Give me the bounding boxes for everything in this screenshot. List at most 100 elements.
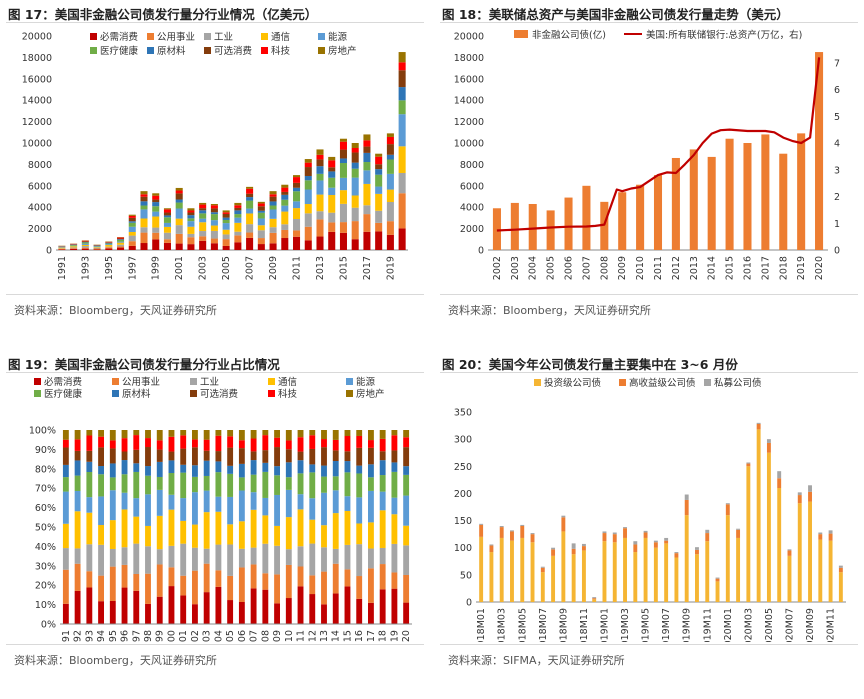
chart-fig19: 0%10%20%30%40%50%60%70%80%90%100%1991199… (29, 376, 412, 642)
bar-segment (163, 239, 171, 243)
bar-segment (332, 563, 339, 594)
bar-segment (250, 438, 257, 452)
bar-segment (520, 526, 525, 538)
figure-title: 图 19：美国非金融公司债发行量分行业占比情况 (8, 357, 280, 372)
x-tick-label: 2003 (510, 256, 521, 280)
bar-segment (257, 225, 265, 231)
x-tick-label: 2005 (221, 256, 232, 280)
bar-segment (238, 430, 245, 441)
bar-segment (152, 239, 160, 250)
bar-segment (234, 202, 242, 206)
x-tick-label: 2005 (546, 256, 557, 280)
bar-segment (262, 471, 269, 498)
legend-label: 公用事业 (157, 31, 195, 43)
bar-segment (285, 489, 292, 518)
legend-swatch (318, 33, 325, 40)
legend-swatch (534, 379, 541, 386)
y-tick-label: 20% (35, 581, 56, 592)
bar-segment (262, 573, 269, 590)
bar-segment (281, 238, 289, 250)
bar-segment (386, 221, 394, 235)
bar-segment (304, 240, 312, 250)
bar-segment (152, 199, 160, 203)
bar-segment (293, 187, 301, 192)
bar-segment (633, 552, 638, 602)
bar-segment (736, 528, 741, 530)
bar-segment (238, 448, 245, 464)
bar-segment (684, 494, 689, 500)
bar-segment (339, 177, 347, 191)
bar-segment (187, 210, 195, 213)
bar-segment (222, 219, 230, 224)
bar-segment (86, 497, 93, 513)
bar-segment (210, 220, 218, 226)
bar-segment (168, 545, 175, 568)
title-rule (6, 372, 424, 373)
bar-segment (398, 62, 406, 71)
bar-segment (386, 159, 394, 174)
bar-segment (285, 449, 292, 463)
bar-segment (351, 162, 359, 169)
bar-segment (128, 221, 136, 223)
bar-segment (363, 205, 371, 215)
bar-segment (192, 465, 198, 477)
bar-segment (227, 544, 234, 576)
bar-segment (316, 219, 324, 237)
bar-segment (70, 247, 78, 249)
bar-segment (339, 203, 347, 223)
bar-segment (156, 476, 163, 490)
bar-segment (332, 430, 339, 440)
bar-segment (70, 248, 78, 250)
bar-segment (386, 202, 394, 222)
bar-segment (725, 503, 730, 505)
bar-segment (105, 247, 113, 249)
bar-segment (375, 231, 383, 250)
x-tick-label: 2018M03 (497, 608, 508, 642)
x-tick-label: 1995 (108, 630, 119, 642)
bar-segment (215, 544, 222, 571)
bar-segment (674, 557, 679, 602)
bar-segment (351, 239, 359, 250)
bar-segment (128, 226, 136, 232)
x-tick-label: 1996 (120, 630, 131, 642)
bar-segment (391, 497, 398, 515)
x-tick-label: 1997 (127, 256, 138, 280)
bar-segment (351, 221, 359, 240)
bar-segment (98, 496, 104, 526)
legend-swatch (268, 378, 275, 385)
bar-segment (133, 435, 140, 450)
bar-segment (592, 597, 597, 599)
y-tick-label: 12000 (454, 117, 484, 128)
bar-segment (309, 472, 316, 499)
bar-segment (98, 436, 104, 448)
bar-segment (391, 572, 398, 589)
bar-segment (180, 575, 187, 596)
bar-segment (653, 547, 658, 602)
title-rule (6, 22, 424, 23)
bar-segment (818, 539, 823, 602)
bar-segment (695, 549, 699, 555)
bar-segment (86, 512, 93, 545)
x-tick-label: 1991 (61, 630, 72, 642)
bar-segment (58, 247, 66, 248)
x-tick-label: 2006 (564, 256, 575, 280)
bar-segment (234, 217, 242, 223)
bar-segment (571, 548, 576, 555)
bar-segment (398, 114, 406, 147)
bar-segment (321, 476, 327, 493)
bar-segment (297, 546, 304, 567)
bar-segment (227, 436, 234, 448)
legend-label: 高收益级公司债 (629, 377, 696, 389)
bar-segment (403, 430, 410, 438)
bar-segment (274, 447, 280, 467)
bar-segment (105, 246, 113, 248)
bar-segment (777, 478, 782, 488)
bar-segment (227, 496, 234, 525)
bar-segment (705, 529, 710, 534)
bar-segment (379, 438, 386, 452)
bar-segment (269, 201, 277, 206)
source-note: 资料来源：Bloomberg，天风证券研究所 (448, 304, 651, 317)
bar-segment (403, 495, 410, 526)
y-tick-label: 80% (35, 464, 56, 475)
x-tick-label: 2006 (237, 630, 248, 642)
